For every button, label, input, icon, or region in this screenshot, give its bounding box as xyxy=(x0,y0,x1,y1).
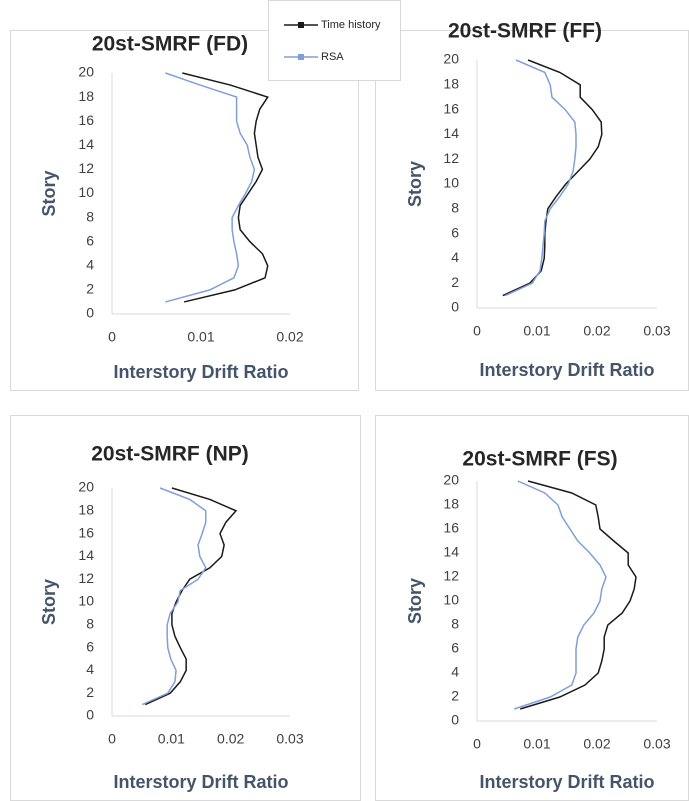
y-tick-label: 2 xyxy=(86,281,94,297)
series-line xyxy=(502,59,603,297)
y-tick-label: 8 xyxy=(86,616,94,632)
y-tick-label: 14 xyxy=(78,547,94,563)
x-tick-label: 0.03 xyxy=(643,323,670,339)
y-axis-label: Story xyxy=(405,161,425,207)
series-line xyxy=(141,487,207,706)
y-tick-label: 0 xyxy=(451,712,459,728)
series-line xyxy=(513,480,607,710)
y-tick-label: 0 xyxy=(451,299,459,315)
legend-label: RSA xyxy=(321,51,344,63)
y-tick-label: 8 xyxy=(86,208,94,224)
y-tick-label: 2 xyxy=(451,274,459,290)
legend-box xyxy=(268,0,401,81)
x-tick-label: 0.01 xyxy=(523,736,550,752)
chart-title: 20st-SMRF (FF) xyxy=(448,20,602,43)
y-tick-label: 4 xyxy=(451,249,459,265)
y-tick-label: 10 xyxy=(78,593,94,609)
y-tick-label: 12 xyxy=(443,150,459,166)
y-tick-label: 20 xyxy=(443,472,459,488)
y-tick-label: 6 xyxy=(86,638,94,654)
y-tick-label: 14 xyxy=(78,136,94,152)
y-tick-label: 10 xyxy=(443,592,459,608)
y-tick-label: 20 xyxy=(78,64,94,80)
legend-marker xyxy=(298,54,304,60)
x-axis-label: Interstory Drift Ratio xyxy=(113,772,288,792)
y-tick-label: 4 xyxy=(86,257,94,273)
series-line xyxy=(519,480,637,710)
x-tick-label: 0.03 xyxy=(643,736,670,752)
chart-title: 20st-SMRF (FD) xyxy=(92,33,248,56)
y-tick-label: 16 xyxy=(78,524,94,540)
y-tick-label: 16 xyxy=(78,112,94,128)
chart-panel xyxy=(375,30,689,391)
y-tick-label: 2 xyxy=(86,684,94,700)
y-tick-label: 4 xyxy=(451,664,459,680)
x-tick-label: 0.01 xyxy=(158,731,185,747)
y-tick-label: 18 xyxy=(78,88,94,104)
x-tick-label: 0 xyxy=(108,731,116,747)
chart-title: 20st-SMRF (NP) xyxy=(91,443,249,466)
x-tick-label: 0.02 xyxy=(583,736,610,752)
y-tick-label: 8 xyxy=(451,200,459,216)
chart-panel xyxy=(10,415,361,801)
y-tick-label: 10 xyxy=(443,175,459,191)
x-axis-label: Interstory Drift Ratio xyxy=(479,360,654,380)
x-axis-label: Interstory Drift Ratio xyxy=(479,772,654,792)
y-tick-label: 12 xyxy=(78,570,94,586)
y-tick-label: 2 xyxy=(451,688,459,704)
y-tick-label: 12 xyxy=(78,160,94,176)
x-tick-label: 0.02 xyxy=(217,731,244,747)
y-tick-label: 0 xyxy=(86,707,94,723)
y-tick-label: 18 xyxy=(443,76,459,92)
y-axis-label: Story xyxy=(39,170,59,216)
series-line xyxy=(504,59,577,297)
y-tick-label: 6 xyxy=(86,232,94,248)
y-tick-label: 20 xyxy=(443,51,459,67)
x-tick-label: 0 xyxy=(473,736,481,752)
x-tick-label: 0 xyxy=(108,329,116,345)
y-tick-label: 6 xyxy=(451,640,459,656)
legend-label: Time history xyxy=(321,19,381,31)
series-line xyxy=(165,72,256,303)
x-tick-label: 0.03 xyxy=(276,731,303,747)
y-tick-label: 0 xyxy=(86,305,94,321)
y-tick-label: 4 xyxy=(86,661,94,677)
y-tick-label: 12 xyxy=(443,568,459,584)
y-axis-label: Story xyxy=(39,579,59,625)
x-tick-label: 0.02 xyxy=(583,323,610,339)
x-axis-label: Interstory Drift Ratio xyxy=(113,362,288,382)
y-axis-label: Story xyxy=(405,578,425,624)
x-tick-label: 0 xyxy=(473,323,481,339)
chart-panel xyxy=(375,415,689,801)
x-tick-label: 0.01 xyxy=(187,329,214,345)
y-tick-label: 16 xyxy=(443,520,459,536)
chart-panel xyxy=(10,30,359,391)
y-tick-label: 18 xyxy=(443,496,459,512)
y-tick-label: 6 xyxy=(451,224,459,240)
y-tick-label: 16 xyxy=(443,100,459,116)
x-tick-label: 0.01 xyxy=(523,323,550,339)
y-tick-label: 18 xyxy=(78,502,94,518)
y-tick-label: 8 xyxy=(451,616,459,632)
y-tick-label: 14 xyxy=(443,544,459,560)
y-tick-label: 20 xyxy=(78,479,94,495)
legend-marker xyxy=(298,22,304,28)
x-tick-label: 0.02 xyxy=(276,329,303,345)
y-tick-label: 14 xyxy=(443,125,459,141)
chart-title: 20st-SMRF (FS) xyxy=(462,448,617,471)
y-tick-label: 10 xyxy=(78,184,94,200)
series-line xyxy=(182,72,269,303)
